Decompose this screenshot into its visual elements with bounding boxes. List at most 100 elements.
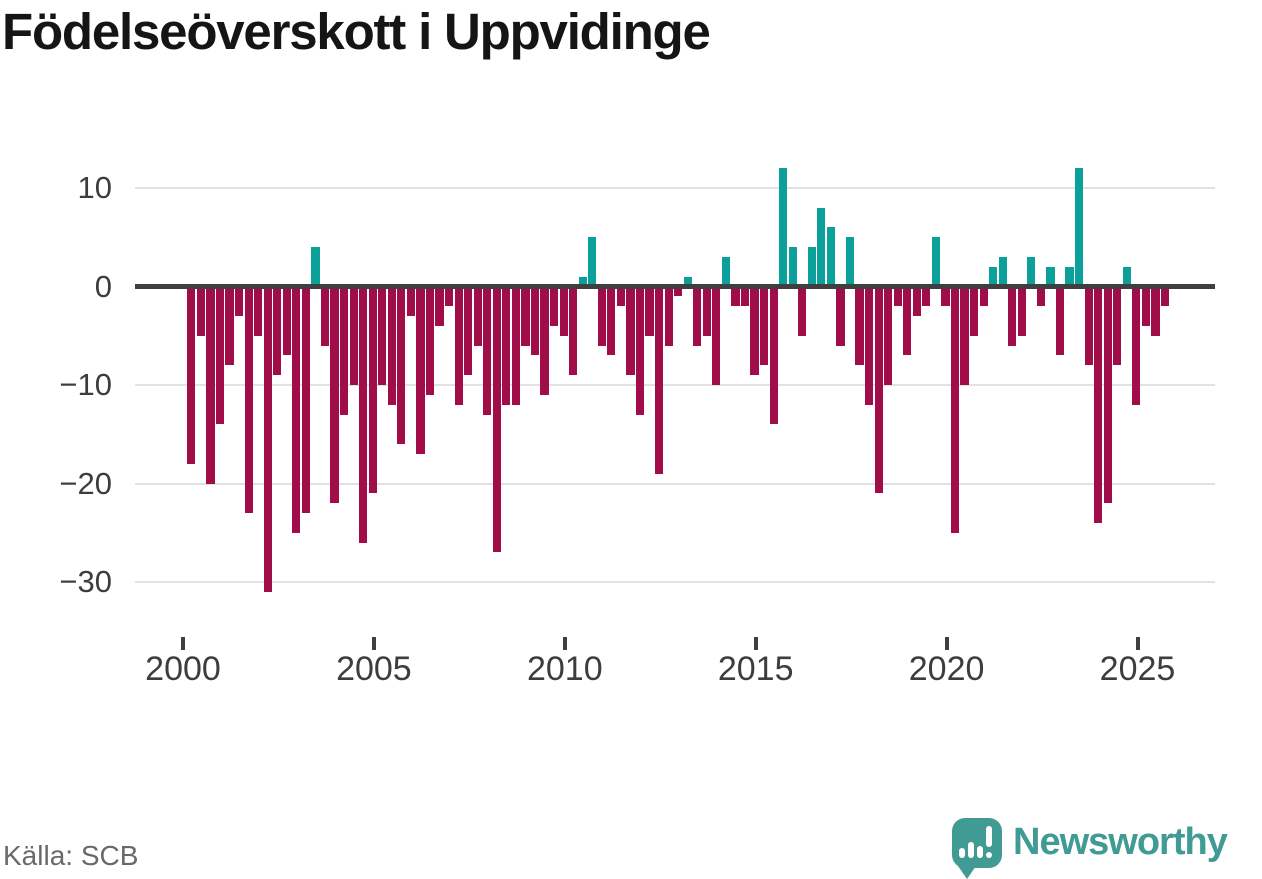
y-axis-label: 10 [77, 170, 112, 205]
bar-2003q4 [330, 286, 339, 504]
x-axis-tick [1135, 637, 1140, 650]
bar-2007q4 [483, 286, 492, 415]
bar-2019q4 [941, 286, 950, 307]
bar-2024q1 [1103, 286, 1112, 504]
bar-2013q3 [702, 286, 711, 336]
bar-2011q4 [635, 286, 645, 415]
bar-2003q3 [320, 286, 330, 346]
logo-exclamation-icon [986, 852, 992, 858]
bar-2012q4 [674, 286, 683, 297]
bar-2018q3 [893, 286, 902, 307]
bar-2009q3 [550, 286, 559, 326]
bar-2000q3 [206, 286, 215, 484]
bar-2015q2 [769, 286, 778, 425]
gridline [135, 384, 1215, 386]
bar-2017q4 [864, 286, 874, 405]
x-axis-label: 2015 [717, 650, 794, 688]
bar-2015q4 [788, 247, 797, 287]
bar-2018q4 [903, 286, 912, 356]
zero-axis-line [135, 284, 1215, 289]
bar-2012q2 [655, 286, 664, 474]
bar-2020q2 [960, 286, 969, 385]
bar-2001q3 [244, 286, 253, 514]
bar-2013q2 [693, 286, 702, 346]
bar-2001q4 [254, 286, 263, 336]
bar-2011q1 [607, 286, 616, 356]
bar-2021q2 [998, 256, 1007, 287]
bar-2020q4 [979, 286, 988, 307]
bar-2008q3 [511, 286, 521, 405]
gridline [135, 187, 1215, 189]
y-axis-label: −10 [59, 367, 112, 402]
x-axis-label: 2010 [526, 650, 603, 688]
x-axis-label: 2005 [336, 650, 412, 688]
newsworthy-logo: Newsworthy [950, 816, 1260, 879]
bar-2010q2 [578, 276, 587, 287]
bar-2007q2 [464, 286, 473, 376]
bar-2016q4 [826, 227, 835, 287]
y-axis-label: −20 [59, 465, 112, 501]
bar-2012q3 [664, 286, 673, 346]
bar-2024q2 [1113, 286, 1122, 366]
bar-2022q3 [1046, 266, 1055, 287]
bar-2023q1 [1065, 266, 1074, 287]
y-axis-label: 0 [94, 268, 112, 304]
logo-bar-icon [959, 848, 965, 858]
bar-2010q3 [588, 237, 597, 287]
bar-2015q1 [760, 286, 769, 366]
bar-2022q4 [1055, 286, 1065, 356]
bar-2021q4 [1017, 286, 1026, 336]
bar-2021q3 [1008, 286, 1017, 346]
bar-2002q3 [282, 286, 291, 356]
bar-2013q4 [712, 286, 721, 385]
newsworthy-logo-icon [952, 818, 1002, 879]
newsworthy-wordmark: Newsworthy [1013, 821, 1228, 863]
x-axis-tick [562, 637, 567, 650]
logo-bar-icon [977, 846, 983, 858]
x-axis-tick [944, 637, 949, 650]
bar-2004q2 [349, 286, 358, 385]
bar-2024q4 [1132, 286, 1141, 405]
bar-2001q2 [235, 286, 244, 317]
source-label: Källa: SCB [3, 840, 139, 871]
bar-2016q1 [798, 286, 807, 336]
bar-2017q3 [855, 286, 864, 366]
y-axis-label: −30 [59, 564, 112, 599]
logo-exclamation-icon [986, 826, 992, 847]
bar-2000q2 [196, 286, 206, 336]
bar-2011q3 [626, 286, 635, 376]
bar-2011q2 [616, 286, 625, 307]
bar-2000q1 [187, 286, 196, 464]
gridline [135, 482, 1215, 485]
bar-2005q3 [397, 286, 406, 445]
bar-2017q2 [845, 237, 855, 287]
bar-2004q1 [340, 286, 349, 415]
x-axis-label: 2000 [145, 650, 221, 688]
bar-2025q2 [1151, 286, 1160, 336]
bar-2023q4 [1094, 286, 1103, 523]
x-axis-label: 2020 [908, 650, 985, 688]
chart-title: Födelseöverskott i Uppvidinge [2, 3, 711, 60]
x-axis-tick [753, 637, 758, 650]
bar-2003q1 [301, 286, 311, 514]
bar-2023q2 [1074, 168, 1084, 287]
bar-2007q3 [473, 286, 482, 346]
bar-2005q2 [387, 286, 396, 405]
bar-2020q3 [969, 286, 979, 336]
bar-2019q2 [922, 286, 931, 307]
bar-2022q2 [1036, 286, 1045, 307]
bar-2009q2 [540, 286, 549, 395]
bar-2014q4 [750, 286, 759, 376]
bar-2019q3 [931, 237, 940, 287]
bar-2006q4 [445, 286, 454, 307]
bar-2018q1 [874, 286, 883, 494]
logo-bar-icon [968, 842, 974, 858]
bar-2014q3 [740, 286, 750, 307]
bar-2022q1 [1027, 256, 1036, 287]
bar-2000q4 [215, 286, 225, 425]
bar-2002q1 [263, 286, 272, 592]
bar-2016q3 [817, 207, 826, 287]
bar-2017q1 [836, 286, 845, 346]
bar-2008q2 [502, 286, 511, 405]
bar-2009q1 [530, 286, 540, 356]
